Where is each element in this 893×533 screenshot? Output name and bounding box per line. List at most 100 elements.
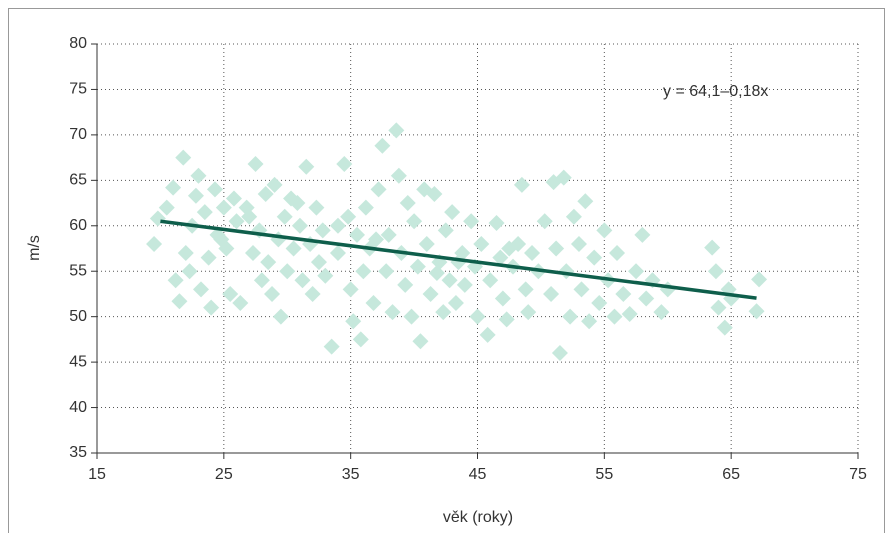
point — [565, 208, 582, 225]
point — [308, 199, 325, 216]
point — [285, 240, 302, 257]
point — [659, 281, 676, 298]
point — [441, 272, 458, 289]
point — [165, 179, 182, 196]
point — [492, 249, 509, 266]
point — [517, 281, 534, 298]
x-tick-label: 55 — [595, 466, 613, 483]
point — [149, 210, 166, 227]
point — [536, 213, 553, 230]
point — [368, 231, 385, 248]
point — [193, 281, 210, 298]
point — [222, 285, 239, 302]
point — [482, 272, 499, 289]
x-tick-label: 15 — [88, 466, 106, 483]
point — [365, 295, 382, 312]
point — [171, 293, 188, 310]
x-tick-label: 25 — [215, 466, 233, 483]
point — [187, 187, 204, 204]
point — [264, 285, 281, 302]
point — [412, 333, 429, 350]
point — [213, 231, 230, 248]
y-tick-label: 35 — [69, 444, 87, 461]
point — [196, 204, 213, 221]
point — [298, 158, 315, 175]
point — [591, 295, 608, 312]
point — [215, 199, 232, 216]
point — [272, 308, 289, 325]
point — [342, 281, 359, 298]
point — [294, 272, 311, 289]
y-tick-label: 40 — [69, 399, 87, 416]
point — [586, 249, 603, 266]
point — [241, 208, 258, 225]
point — [260, 254, 277, 271]
y-axis-label: m/s — [26, 235, 43, 261]
point — [158, 199, 175, 216]
point — [340, 208, 357, 225]
point — [422, 285, 439, 302]
point — [469, 308, 486, 325]
point — [289, 195, 306, 212]
point — [345, 313, 362, 330]
point — [370, 181, 387, 198]
point — [329, 245, 346, 262]
point — [551, 345, 568, 362]
point — [177, 245, 194, 262]
point — [653, 304, 670, 321]
point — [266, 176, 283, 193]
point — [581, 313, 598, 330]
point — [494, 290, 511, 307]
x-axis-label: věk (roky) — [443, 509, 513, 526]
point — [247, 155, 264, 172]
point — [479, 326, 496, 343]
point — [291, 217, 308, 234]
point — [501, 240, 518, 257]
point — [628, 263, 645, 280]
point — [374, 137, 391, 154]
point — [751, 271, 768, 288]
point — [245, 245, 262, 262]
point — [314, 222, 331, 239]
frame — [8, 8, 885, 533]
point — [409, 258, 426, 275]
x-tick-label: 45 — [469, 466, 487, 483]
y-tick-label: 65 — [69, 172, 87, 189]
point — [596, 222, 613, 239]
point — [279, 263, 296, 280]
point — [167, 272, 184, 289]
point — [349, 226, 366, 243]
y-tick-label: 45 — [69, 353, 87, 370]
point — [615, 285, 632, 302]
point — [562, 308, 579, 325]
trend-line — [160, 219, 757, 300]
point — [524, 245, 541, 262]
point — [352, 331, 369, 348]
point — [357, 199, 374, 216]
point — [428, 265, 445, 282]
point — [200, 249, 217, 266]
point — [488, 215, 505, 232]
point — [397, 276, 414, 293]
y-tick-label: 60 — [69, 217, 87, 234]
x-tick-label: 35 — [342, 466, 360, 483]
point — [638, 290, 655, 307]
point — [323, 338, 340, 355]
point — [355, 263, 372, 280]
point — [520, 304, 537, 321]
point — [426, 185, 443, 202]
equation: y = 64,1–0,18x — [663, 83, 768, 100]
point — [463, 213, 480, 230]
point — [704, 239, 721, 256]
point — [384, 304, 401, 321]
point — [543, 285, 560, 302]
point — [257, 185, 274, 202]
x-tick-label: 65 — [722, 466, 740, 483]
point — [444, 204, 461, 221]
point — [181, 263, 198, 280]
point — [146, 235, 163, 252]
point — [380, 226, 397, 243]
point — [329, 217, 346, 234]
point — [606, 308, 623, 325]
